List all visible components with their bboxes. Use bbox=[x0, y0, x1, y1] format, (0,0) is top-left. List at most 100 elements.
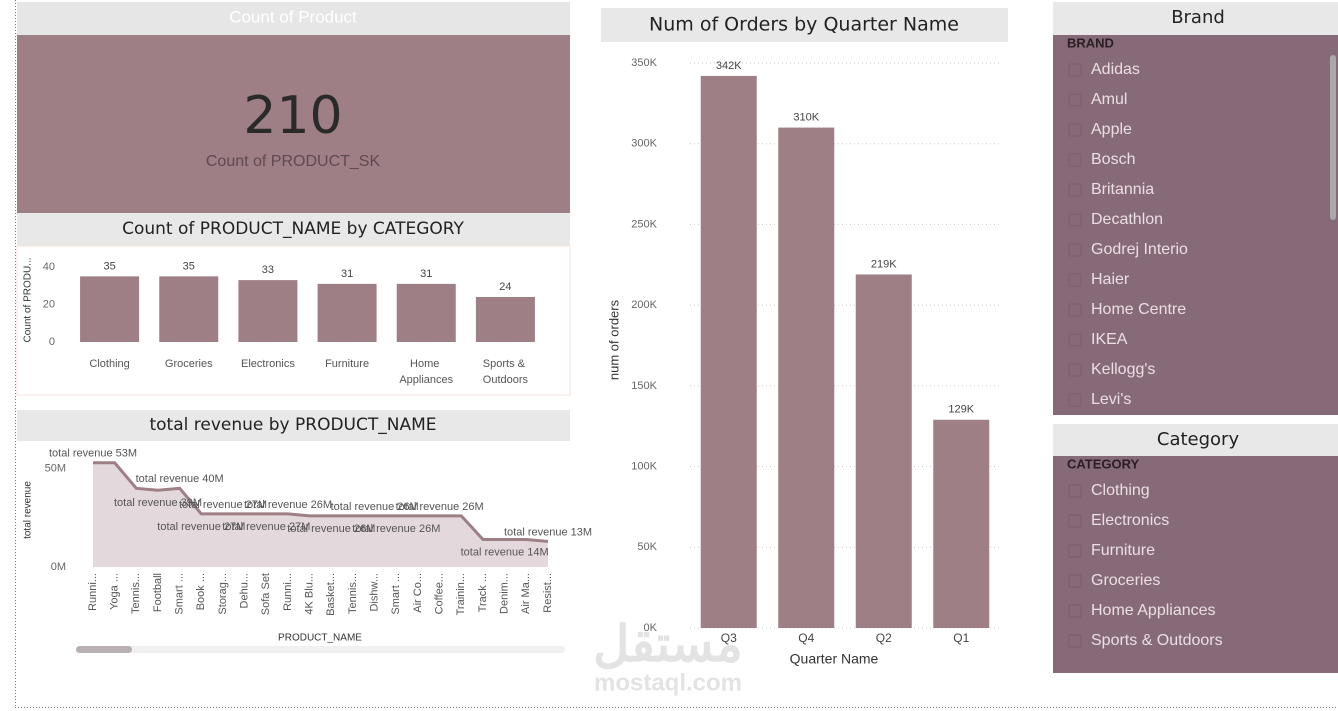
checkbox[interactable] bbox=[1068, 93, 1082, 107]
slicer-item[interactable]: Kellogg's bbox=[1091, 361, 1155, 378]
scrollbar-thumb[interactable] bbox=[76, 646, 132, 653]
checkbox[interactable] bbox=[1068, 393, 1082, 407]
x-tick-label: Q3 bbox=[721, 631, 737, 645]
card-label: Count of PRODUCT_SK bbox=[206, 153, 381, 170]
checkbox[interactable] bbox=[1068, 484, 1082, 498]
data-label: 310K bbox=[793, 111, 819, 123]
slicer-field: BRAND bbox=[1067, 35, 1114, 50]
x-tick-label: Air Co... bbox=[412, 573, 424, 613]
x-tick-label: Electronics bbox=[241, 358, 295, 370]
slicer-header bbox=[1053, 424, 1338, 456]
slicer-item[interactable]: Bosch bbox=[1091, 151, 1135, 168]
slicer-item[interactable]: Electronics bbox=[1091, 512, 1169, 529]
y-tick-label: 300K bbox=[631, 138, 657, 150]
checkbox[interactable] bbox=[1068, 333, 1082, 347]
x-tick-label: Tennis... bbox=[347, 573, 359, 614]
x-tick-label: Groceries bbox=[165, 358, 213, 370]
bar bbox=[778, 127, 835, 629]
x-tick-label: Furniture bbox=[325, 358, 369, 370]
slicer-item[interactable]: Furniture bbox=[1091, 542, 1155, 559]
x-tick-label: 4K Blu... bbox=[304, 573, 316, 615]
slicer bbox=[1053, 35, 1338, 415]
data-label: total revenue 26M bbox=[331, 501, 419, 513]
checkbox[interactable] bbox=[1068, 604, 1082, 618]
checkbox[interactable] bbox=[1068, 303, 1082, 317]
slicer-item[interactable]: Levi's bbox=[1091, 391, 1131, 408]
chart-title: Count of PRODUCT_NAME by CATEGORY bbox=[122, 219, 464, 239]
x-tick-label: Denim... bbox=[499, 573, 511, 614]
x-axis-label: Quarter Name bbox=[790, 651, 879, 667]
slicer-item[interactable]: Home Appliances bbox=[1091, 602, 1216, 619]
checkbox[interactable] bbox=[1068, 514, 1082, 528]
x-tick-label: Track ... bbox=[477, 573, 489, 612]
bar bbox=[396, 283, 456, 342]
checkbox[interactable] bbox=[1068, 243, 1082, 257]
x-tick-label: Sofa Set bbox=[260, 573, 272, 615]
chart-header bbox=[17, 213, 570, 246]
data-label: total revenue 27M bbox=[157, 521, 245, 533]
slicer-item[interactable]: Sports & Outdoors bbox=[1091, 632, 1223, 649]
x-tick-label: Basket... bbox=[325, 573, 337, 616]
x-tick-label: Air Ma... bbox=[520, 573, 532, 614]
checkbox[interactable] bbox=[1068, 363, 1082, 377]
slicer-field: CATEGORY bbox=[1067, 456, 1140, 471]
x-axis-label: PRODUCT_NAME bbox=[278, 633, 362, 644]
slicer-title: Category bbox=[1157, 429, 1240, 450]
data-label: 31 bbox=[341, 268, 353, 280]
x-tick-label: Runni... bbox=[87, 573, 99, 611]
slicer-scrollbar[interactable] bbox=[1330, 55, 1336, 220]
chart-header bbox=[17, 410, 570, 441]
slicer-item[interactable]: Decathlon bbox=[1091, 211, 1163, 228]
chart-header bbox=[601, 8, 1008, 42]
data-label: 35 bbox=[103, 260, 115, 272]
y-tick-label: 0M bbox=[51, 561, 66, 573]
slicer-item[interactable]: Amul bbox=[1091, 91, 1127, 108]
x-tick-label: Home Appliances bbox=[399, 358, 453, 386]
y-axis-label: Count of PRODU... bbox=[23, 257, 34, 342]
slicer-item[interactable]: Home Centre bbox=[1091, 301, 1186, 318]
x-tick-label: Smart ... bbox=[390, 573, 402, 615]
checkbox[interactable] bbox=[1068, 213, 1082, 227]
bar bbox=[700, 75, 757, 628]
slicer-item[interactable]: Godrej Interio bbox=[1091, 241, 1188, 258]
y-tick-label: 50M bbox=[45, 463, 66, 475]
bar bbox=[80, 276, 140, 342]
slicer-title: Brand bbox=[1171, 7, 1225, 28]
bar bbox=[238, 280, 298, 342]
x-tick-label: Coffee... bbox=[434, 573, 446, 614]
data-label: total revenue 53M bbox=[49, 448, 137, 460]
checkbox[interactable] bbox=[1068, 183, 1082, 197]
slicer-header bbox=[1053, 2, 1338, 35]
checkbox[interactable] bbox=[1068, 544, 1082, 558]
y-tick-label: 50K bbox=[637, 541, 657, 553]
data-label: total revenue 26M bbox=[396, 501, 484, 513]
slicer-item[interactable]: Clothing bbox=[1091, 482, 1150, 499]
x-tick-label: Dishw... bbox=[369, 573, 381, 612]
checkbox[interactable] bbox=[1068, 574, 1082, 588]
chart-title: Num of Orders by Quarter Name bbox=[649, 14, 959, 36]
slicer-item[interactable]: Apple bbox=[1091, 121, 1132, 138]
bar bbox=[475, 296, 535, 342]
data-label: total revenue 39M bbox=[114, 497, 202, 509]
slicer-item[interactable]: Haier bbox=[1091, 271, 1130, 288]
area bbox=[93, 462, 548, 567]
checkbox[interactable] bbox=[1068, 634, 1082, 648]
checkbox[interactable] bbox=[1068, 153, 1082, 167]
x-tick-label: Smart ... bbox=[174, 573, 186, 615]
checkbox[interactable] bbox=[1068, 123, 1082, 137]
y-tick-label: 20 bbox=[43, 298, 55, 310]
y-tick-label: 350K bbox=[631, 57, 657, 69]
checkbox[interactable] bbox=[1068, 273, 1082, 287]
checkbox[interactable] bbox=[1068, 63, 1082, 77]
scrollbar[interactable] bbox=[76, 646, 565, 653]
x-tick-label: Tennis... bbox=[130, 573, 142, 614]
slicer-item[interactable]: Groceries bbox=[1091, 572, 1160, 589]
slicer-item[interactable]: Adidas bbox=[1091, 61, 1140, 78]
card bbox=[17, 35, 570, 213]
y-tick-label: 40 bbox=[43, 261, 55, 273]
x-tick-label: Football bbox=[152, 573, 164, 612]
slicer-item[interactable]: Britannia bbox=[1091, 181, 1154, 198]
slicer-item[interactable]: IKEA bbox=[1091, 331, 1128, 348]
y-tick-label: 100K bbox=[631, 460, 657, 472]
x-tick-label: Resist... bbox=[542, 573, 554, 613]
